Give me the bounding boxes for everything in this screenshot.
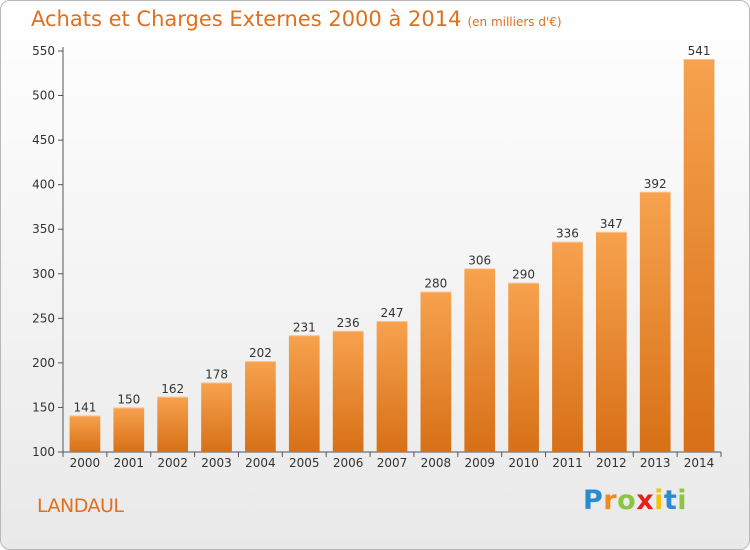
value-label-2001: 150 xyxy=(117,392,140,406)
bar-2002 xyxy=(157,396,189,452)
value-label-2004: 202 xyxy=(249,346,272,360)
y-tick-label: 350 xyxy=(32,222,55,236)
bar-2000 xyxy=(69,415,101,452)
x-tick-label: 2013 xyxy=(640,456,671,470)
proxiti-logo: Proxiti xyxy=(583,485,687,516)
chart-title: Achats et Charges Externes 2000 à 2014 (e… xyxy=(31,7,562,31)
bar-2011 xyxy=(552,241,583,452)
x-tick-label: 2002 xyxy=(157,456,188,470)
x-tick-label: 2012 xyxy=(596,456,627,470)
value-label-2007: 247 xyxy=(381,306,404,320)
value-label-2014: 541 xyxy=(688,44,711,58)
value-label-2005: 231 xyxy=(293,320,316,334)
bar-2006 xyxy=(332,330,364,452)
x-tick-label: 2003 xyxy=(201,456,232,470)
bar-2013 xyxy=(639,191,671,452)
y-tick-label: 400 xyxy=(32,178,55,192)
value-labels: 141 150 162 178 202 231 236 247 280 306 290 336 347 3… xyxy=(73,44,710,414)
value-label-2011: 336 xyxy=(556,227,579,241)
logo-letter: t xyxy=(663,485,678,516)
logo-letter: r xyxy=(603,485,618,516)
x-tick-label: 2004 xyxy=(245,456,276,470)
y-tick-label: 100 xyxy=(32,445,55,459)
chart-subtitle: (en milliers d'€) xyxy=(467,15,562,29)
x-tick-label: 2000 xyxy=(70,456,101,470)
bars xyxy=(69,59,715,453)
value-label-2009: 306 xyxy=(468,253,491,267)
bar-2004 xyxy=(245,361,276,452)
y-tick-label: 200 xyxy=(32,356,55,370)
y-tick-label: 300 xyxy=(32,267,55,281)
logo-letter: o xyxy=(617,485,637,516)
logo-letter: P xyxy=(583,485,604,516)
bar-2007 xyxy=(376,321,408,452)
logo-letter: i xyxy=(677,485,688,516)
x-tick-label: 2001 xyxy=(114,456,145,470)
x-tick-label: 2005 xyxy=(289,456,320,470)
x-tick-label: 2006 xyxy=(333,456,364,470)
bar-2009 xyxy=(464,268,496,452)
y-tick-label: 500 xyxy=(32,89,55,103)
place-name: LANDAUL xyxy=(37,495,124,517)
y-axis: 100 150 200 250 300 350 400 450 500 550 xyxy=(32,44,64,459)
x-tick-label: 2010 xyxy=(508,456,539,470)
value-label-2012: 347 xyxy=(600,217,623,231)
bar-2003 xyxy=(201,382,232,452)
value-label-2006: 236 xyxy=(337,316,360,330)
value-label-2013: 392 xyxy=(644,177,667,191)
x-tick-label: 2011 xyxy=(552,456,583,470)
value-label-2002: 162 xyxy=(161,382,184,396)
y-tick-label: 150 xyxy=(32,400,55,414)
x-tick-label: 2014 xyxy=(684,456,715,470)
bar-2008 xyxy=(420,291,452,452)
bar-2005 xyxy=(288,335,320,452)
bar-2001 xyxy=(113,407,145,452)
value-label-2010: 290 xyxy=(512,268,535,282)
logo-letter: i xyxy=(654,485,664,516)
y-tick-label: 250 xyxy=(32,311,55,325)
y-tick-label: 550 xyxy=(32,44,55,58)
value-label-2000: 141 xyxy=(73,400,96,414)
bar-2010 xyxy=(508,282,539,452)
logo-letter: x xyxy=(636,485,655,516)
x-tick-label: 2007 xyxy=(377,456,408,470)
x-axis: 2000 2001 2002 2003 2004 2005 2006 2007 2008 2009… xyxy=(62,451,722,470)
y-tick-label: 450 xyxy=(32,133,55,147)
value-label-2003: 178 xyxy=(205,367,228,381)
value-label-2008: 280 xyxy=(424,277,447,291)
x-tick-label: 2009 xyxy=(464,456,495,470)
x-tick-label: 2008 xyxy=(421,456,452,470)
bar-2012 xyxy=(595,231,627,452)
bar-2014 xyxy=(683,59,715,453)
